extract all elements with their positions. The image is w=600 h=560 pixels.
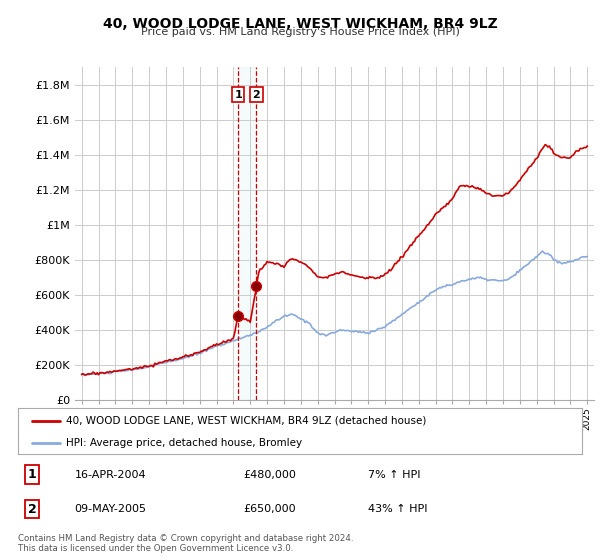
Text: HPI: Average price, detached house, Bromley: HPI: Average price, detached house, Brom… <box>66 437 302 447</box>
Text: 1: 1 <box>235 90 242 100</box>
Text: 40, WOOD LODGE LANE, WEST WICKHAM, BR4 9LZ: 40, WOOD LODGE LANE, WEST WICKHAM, BR4 9… <box>103 17 497 31</box>
Text: 2: 2 <box>28 503 37 516</box>
Text: £480,000: £480,000 <box>244 470 296 480</box>
Text: £650,000: £650,000 <box>244 504 296 514</box>
Text: 09-MAY-2005: 09-MAY-2005 <box>74 504 146 514</box>
Text: Price paid vs. HM Land Registry's House Price Index (HPI): Price paid vs. HM Land Registry's House … <box>140 27 460 37</box>
Text: 1: 1 <box>28 468 37 481</box>
Text: 43% ↑ HPI: 43% ↑ HPI <box>368 504 427 514</box>
Text: 40, WOOD LODGE LANE, WEST WICKHAM, BR4 9LZ (detached house): 40, WOOD LODGE LANE, WEST WICKHAM, BR4 9… <box>66 416 427 426</box>
Bar <box>238 67 256 400</box>
Text: 7% ↑ HPI: 7% ↑ HPI <box>368 470 420 480</box>
Text: 16-APR-2004: 16-APR-2004 <box>74 470 146 480</box>
Text: 2: 2 <box>253 90 260 100</box>
Text: Contains HM Land Registry data © Crown copyright and database right 2024.
This d: Contains HM Land Registry data © Crown c… <box>18 534 353 553</box>
